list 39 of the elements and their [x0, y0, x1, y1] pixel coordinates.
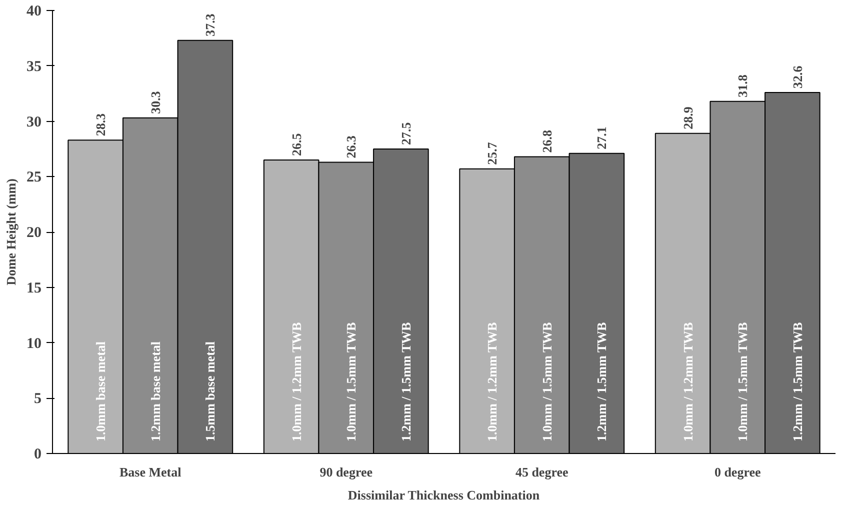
- annotation: 1.0mm / 1.2mm TWB: [288, 322, 304, 442]
- y-tick-label: 10: [26, 336, 42, 352]
- annotation: 1.0mm / 1.2mm TWB: [484, 322, 500, 442]
- data-label: 28.9: [680, 106, 696, 130]
- annotation: 1.2mm base metal: [148, 341, 163, 442]
- data-label: 37.3: [202, 13, 218, 36]
- x-tick-label: 0 degree: [714, 464, 762, 480]
- data-label: 31.8: [735, 74, 750, 98]
- y-tick-label: 5: [34, 391, 42, 408]
- y-tick-label: 15: [26, 280, 42, 296]
- annotation: 1.5mm base metal: [202, 341, 218, 442]
- data-label: 30.3: [148, 90, 163, 114]
- data-label: 32.6: [790, 65, 805, 88]
- data-label: 27.5: [398, 122, 414, 145]
- annotation: 1.0mm / 1.5mm TWB: [539, 322, 554, 442]
- annotation: 1.0mm / 1.5mm TWB: [735, 322, 750, 442]
- annotation: 1.0mm / 1.2mm TWB: [680, 322, 696, 442]
- y-tick-label: 35: [26, 58, 42, 75]
- y-tick-label: 25: [26, 170, 42, 186]
- data-label: 28.3: [93, 112, 108, 136]
- y-tick-label: 20: [26, 225, 42, 241]
- y-tick-label: 40: [26, 4, 42, 20]
- data-label: 27.1: [594, 126, 610, 150]
- data-label: 25.7: [484, 142, 500, 165]
- x-tick-label: Base Metal: [120, 464, 182, 480]
- annotation: 1.0mm base metal: [93, 341, 108, 442]
- x-tick-label: 90 degree: [320, 464, 373, 480]
- data-label: 26.3: [344, 134, 359, 158]
- annotation: 1.2mm / 1.5mm TWB: [398, 322, 414, 442]
- y-axis-title: Dome Height (mm): [4, 178, 18, 286]
- annotation: 1.2mm / 1.5mm TWB: [790, 322, 805, 442]
- y-tick-label: 30: [26, 114, 42, 130]
- data-label: 26.5: [288, 132, 304, 156]
- x-axis-title: Dissimilar Thickness Combination: [348, 488, 540, 502]
- y-tick-label: 0: [34, 446, 42, 462]
- annotation: 1.2mm / 1.5mm TWB: [594, 322, 610, 442]
- data-label: 26.8: [539, 129, 554, 153]
- annotation: 1.0mm / 1.5mm TWB: [344, 322, 359, 442]
- x-tick-label: 45 degree: [515, 464, 569, 480]
